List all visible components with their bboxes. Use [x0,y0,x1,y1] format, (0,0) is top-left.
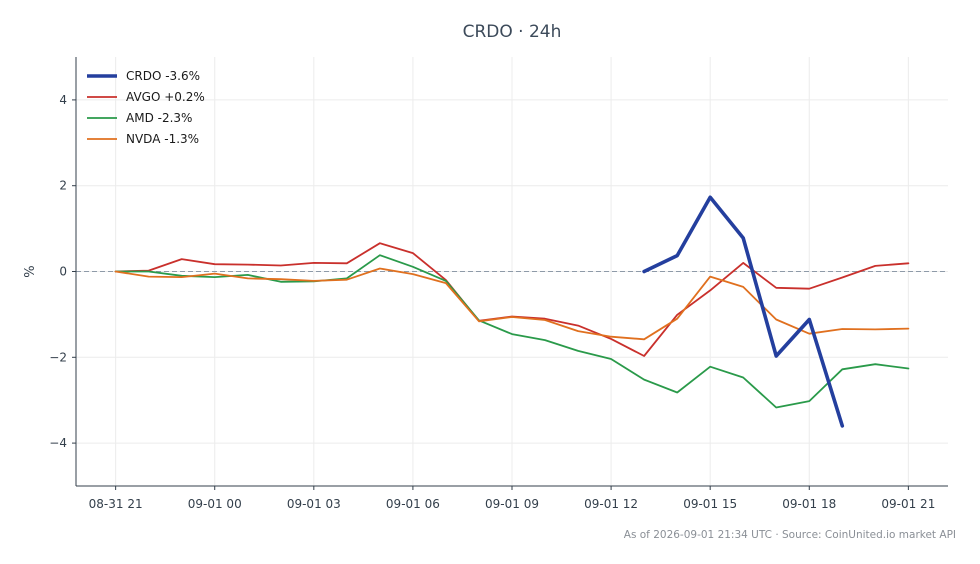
legend-label-amd: AMD -2.3% [126,111,192,125]
y-axis-ticks: −4 −2 0 2 4 [49,93,76,450]
series-line-amd [114,254,910,409]
chart-title: CRDO · 24h [463,22,562,42]
y-tick-label: 4 [59,93,67,107]
legend-label-nvda: NVDA -1.3% [126,132,199,146]
series-line-crdo [642,195,845,428]
x-tick-label: 09-01 09 [485,497,539,511]
y-tick-label: 2 [59,179,67,193]
series-line-nvda [114,267,910,341]
x-tick-label: 09-01 12 [584,497,638,511]
legend-label-crdo: CRDO -3.6% [126,69,200,83]
series-lines [114,195,910,428]
x-tick-label: 09-01 15 [683,497,737,511]
x-tick-label: 09-01 03 [287,497,341,511]
y-tick-label: 0 [59,265,67,279]
x-tick-label: 09-01 21 [881,497,935,511]
x-tick-label: 08-31 21 [89,497,143,511]
y-tick-label: −2 [49,350,67,364]
x-axis-ticks: 08-31 21 09-01 00 09-01 03 09-01 06 09-01 09… [89,486,935,511]
x-tick-label: 09-01 06 [386,497,440,511]
y-tick-label: −4 [49,436,67,450]
x-tick-label: 09-01 18 [782,497,836,511]
legend-label-avgo: AVGO +0.2% [126,90,205,104]
x-tick-label: 09-01 00 [188,497,242,511]
footer-source-note: As of 2026-09-01 21:34 UTC · Source: Coi… [624,529,956,541]
legend: CRDO -3.6% AVGO +0.2% AMD -2.3% NVDA -1.3% [87,69,205,146]
y-axis-label: % [23,265,38,277]
